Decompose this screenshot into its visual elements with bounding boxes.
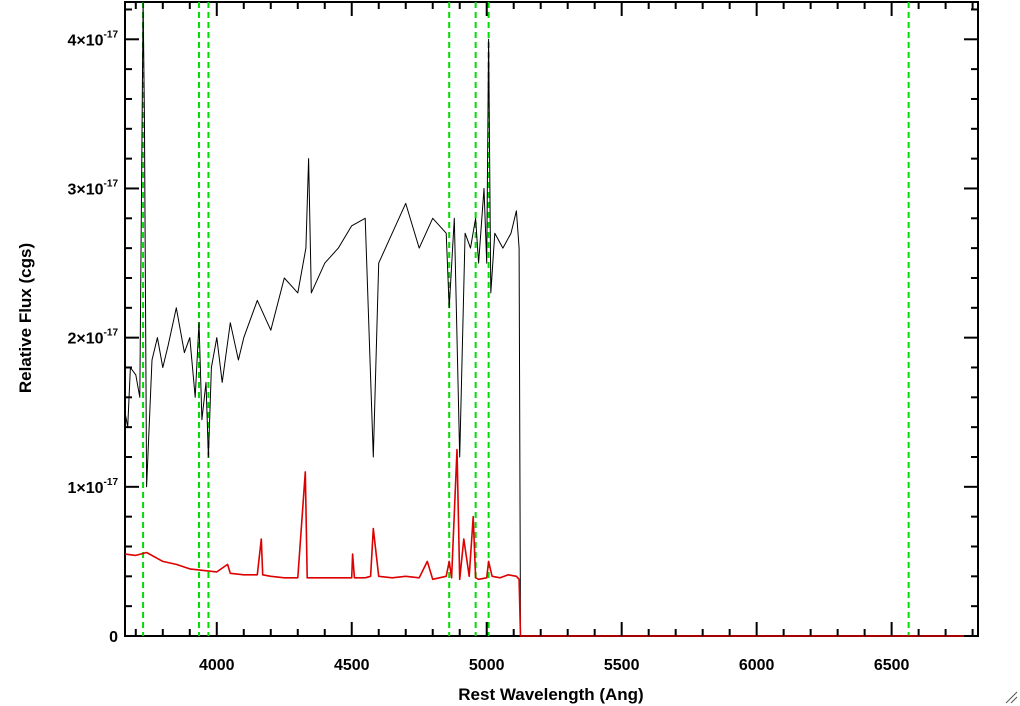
resize-grip-icon[interactable]: [1004, 690, 1018, 704]
observed-spectrum-line: [124, 1, 521, 637]
y-tick-label-0: 0: [109, 629, 118, 646]
axis-ticks: [125, 2, 978, 637]
y-tick-labels: 0 1×10-17 2×10-17 3×10-17 4×10-17: [68, 29, 119, 646]
x-axis-title: Rest Wavelength (Ang): [458, 685, 643, 704]
model-spectrum-line: [124, 448, 978, 637]
y-axis-title: Relative Flux (cgs): [16, 243, 35, 393]
x-tick-labels: 4000 4500 5000 5500 6000 6500: [199, 657, 910, 674]
emission-line-markers: [142, 2, 910, 636]
x-tick-label-5: 6500: [874, 657, 910, 674]
x-tick-label-1: 4500: [334, 657, 370, 674]
plot-frame: [124, 1, 979, 637]
y-tick-label-4: 4×10-17: [68, 29, 119, 49]
x-tick-label-2: 5000: [469, 657, 505, 674]
x-tick-label-4: 6000: [739, 657, 775, 674]
x-tick-label-3: 5500: [604, 657, 640, 674]
series-group: [124, 1, 978, 637]
y-tick-label-3: 3×10-17: [68, 178, 119, 198]
x-tick-label-0: 4000: [199, 657, 235, 674]
y-tick-label-1: 1×10-17: [68, 477, 119, 497]
y-tick-label-2: 2×10-17: [68, 328, 119, 348]
